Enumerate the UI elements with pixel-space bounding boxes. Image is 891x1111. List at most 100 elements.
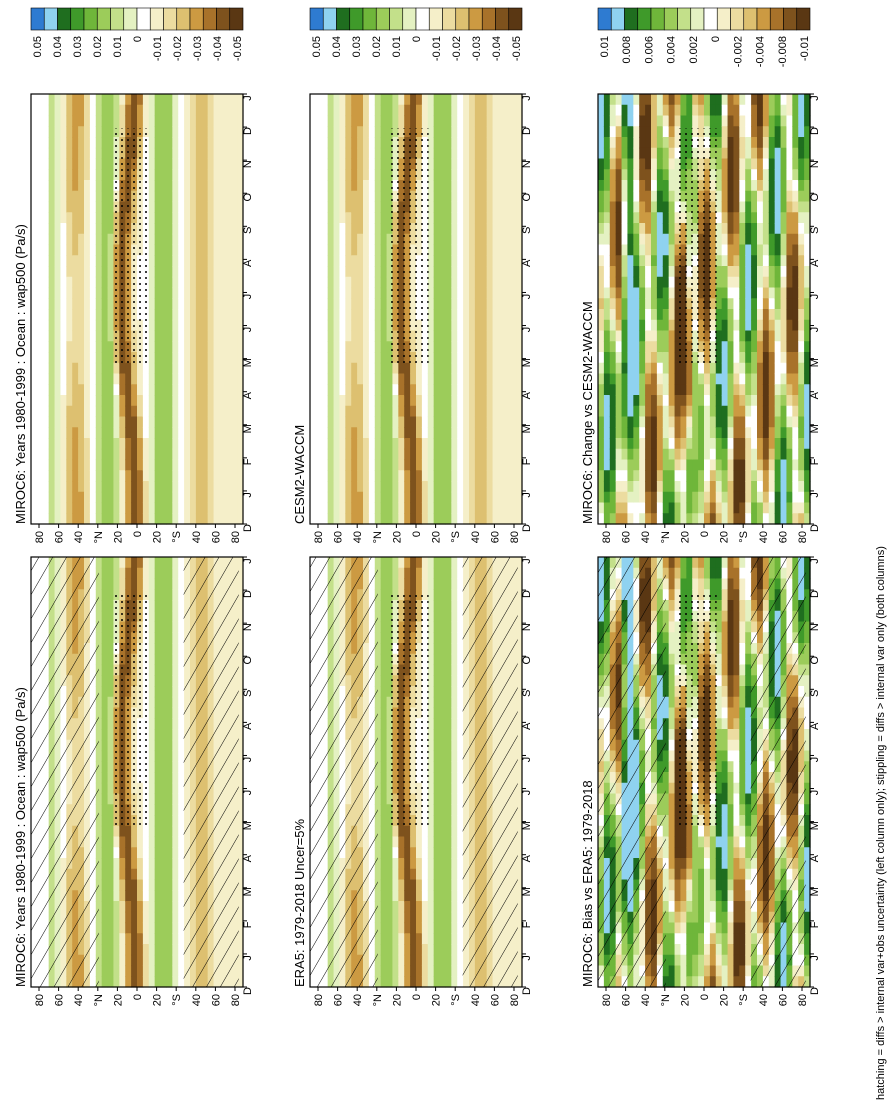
heat-cell bbox=[36, 481, 44, 493]
heat-cell bbox=[166, 567, 173, 580]
heat-cell bbox=[457, 696, 464, 709]
month-tick-label: D bbox=[521, 590, 533, 598]
heat-cell bbox=[457, 804, 464, 816]
heat-cell bbox=[386, 201, 394, 213]
heat-cell bbox=[160, 233, 168, 246]
heat-cell bbox=[148, 190, 156, 203]
heat-cell bbox=[433, 664, 441, 676]
heat-cell bbox=[160, 201, 168, 213]
heat-cell bbox=[351, 319, 358, 332]
heat-cell bbox=[178, 341, 185, 353]
heat-cell bbox=[237, 491, 244, 504]
heat-cell bbox=[154, 793, 162, 805]
heat-cell bbox=[380, 621, 388, 633]
heat-cell bbox=[321, 481, 329, 493]
heat-cell bbox=[101, 330, 109, 342]
heat-cell bbox=[327, 212, 335, 224]
heat-cell bbox=[368, 362, 376, 375]
heat-cell bbox=[451, 933, 458, 945]
heat-cell bbox=[345, 438, 352, 450]
heat-cell bbox=[374, 276, 382, 289]
heat-cell bbox=[54, 137, 62, 149]
heat-cell bbox=[386, 438, 394, 450]
heat-cell bbox=[166, 438, 173, 450]
heat-cell bbox=[107, 137, 115, 149]
heat-cell bbox=[154, 427, 162, 439]
heat-cell bbox=[439, 653, 447, 666]
heat-cell bbox=[190, 147, 197, 160]
heat-cell bbox=[166, 976, 173, 988]
heat-cell bbox=[31, 104, 38, 117]
heat-cell bbox=[195, 190, 203, 203]
heat-cell bbox=[380, 632, 388, 644]
heat-cell bbox=[154, 782, 162, 795]
heat-cell bbox=[166, 115, 173, 127]
heat-cell bbox=[225, 405, 232, 418]
heat-cell bbox=[433, 847, 441, 859]
heat-cell bbox=[386, 901, 394, 913]
heat-cell bbox=[310, 147, 317, 160]
heat-cell bbox=[427, 761, 435, 773]
heat-cell bbox=[125, 94, 132, 106]
heat-cell bbox=[410, 954, 417, 967]
heat-cell bbox=[219, 212, 226, 224]
heat-cell bbox=[439, 739, 447, 752]
heat-cell bbox=[374, 578, 382, 590]
heat-cell bbox=[172, 621, 179, 633]
heat-cell bbox=[380, 298, 388, 310]
heat-cell bbox=[160, 815, 168, 827]
heat-cell bbox=[427, 836, 435, 848]
heat-cell bbox=[48, 147, 56, 160]
heat-cell bbox=[410, 890, 417, 902]
heat-cell bbox=[439, 632, 447, 644]
heat-cell bbox=[516, 621, 523, 633]
heat-cell bbox=[101, 201, 109, 213]
heat-cell bbox=[219, 104, 226, 117]
heat-cell bbox=[84, 233, 91, 246]
heat-cell bbox=[410, 911, 417, 924]
heat-cell bbox=[339, 352, 346, 364]
heat-cell bbox=[386, 115, 394, 127]
heat-cell bbox=[178, 319, 185, 332]
heat-cell bbox=[166, 158, 173, 170]
heat-cell bbox=[154, 115, 162, 127]
heat-cell bbox=[368, 502, 376, 514]
heat-cell bbox=[357, 373, 364, 385]
heat-cell bbox=[60, 341, 67, 353]
heat-cell bbox=[386, 309, 394, 321]
heat-cell bbox=[101, 513, 109, 525]
heat-cell bbox=[190, 309, 197, 321]
heat-cell bbox=[386, 739, 394, 752]
heat-cell bbox=[451, 772, 458, 784]
heat-cell bbox=[327, 459, 335, 471]
heat-cell bbox=[60, 137, 67, 149]
heat-cell bbox=[184, 416, 191, 428]
heat-cell bbox=[386, 836, 394, 848]
heat-cell bbox=[166, 890, 173, 902]
heat-cell bbox=[166, 804, 173, 816]
heat-cell bbox=[213, 104, 221, 117]
heat-cell bbox=[172, 610, 179, 623]
heat-cell bbox=[42, 212, 50, 224]
heat-cell bbox=[48, 115, 56, 127]
heat-cell bbox=[321, 373, 329, 385]
heat-cell bbox=[225, 395, 232, 407]
heat-cell bbox=[386, 922, 394, 934]
heat-cell bbox=[310, 115, 317, 127]
heat-cell bbox=[380, 94, 388, 106]
heat-cell bbox=[386, 976, 394, 988]
heat-cell bbox=[178, 600, 185, 612]
heat-cell bbox=[142, 395, 150, 407]
heat-cell bbox=[380, 922, 388, 934]
lat-tick-label: 40 bbox=[191, 531, 203, 543]
heat-cell bbox=[315, 233, 323, 246]
heat-cell bbox=[339, 362, 346, 375]
heat-cell bbox=[172, 901, 179, 913]
month-tick-label: O bbox=[521, 656, 533, 665]
heat-cell bbox=[95, 836, 103, 848]
heat-cell bbox=[72, 416, 79, 428]
heat-cell bbox=[89, 244, 97, 256]
heat-cell bbox=[368, 104, 376, 117]
heat-cell bbox=[339, 481, 346, 493]
heat-cell bbox=[374, 104, 382, 117]
